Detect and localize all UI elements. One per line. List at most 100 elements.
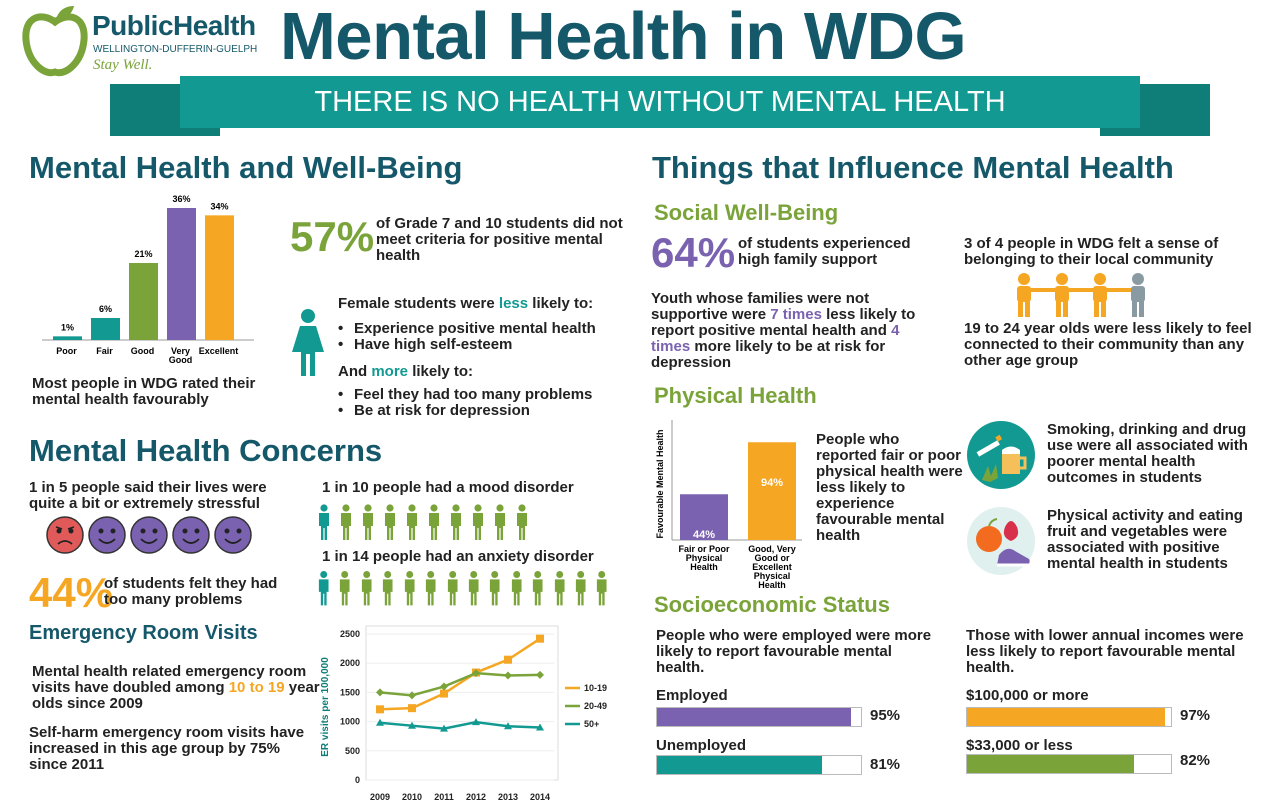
community-people-row [1010,272,1170,318]
hbar-fill [967,708,1165,726]
logo: PublicHealth WELLINGTON-DUFFERIN-GUELPH … [22,4,257,78]
category-label: Good, Very [748,544,796,554]
person-icon [597,571,608,606]
logo-region: WELLINGTON-DUFFERIN-GUELPH [93,44,258,55]
person-icon [533,571,543,606]
hbar-value-high-income: 97% [1180,707,1211,724]
data-point [440,689,448,698]
bar [129,263,158,340]
hbar-unemployed [656,755,862,775]
less-item: Experience positive mental health [338,321,596,338]
physical-text: People who reported fair or poor physica… [816,431,963,544]
less-item: Have high self-esteem [338,337,596,354]
person-icon [447,571,458,606]
and-more-intro: And more likely to: [338,364,473,380]
person-icon [468,571,479,606]
youth-a: Youth whose families were not supportive… [651,290,870,323]
youth-b: less likely to report positive mental he… [651,306,916,339]
bar [91,318,120,340]
problems-text: of students felt they had too many probl… [104,575,278,608]
x-tick-label: 2010 [402,792,422,802]
less-list: Experience positive mental health Have h… [338,321,596,354]
bar [680,494,728,540]
er-text-1-highlight: 10 to 19 [228,679,285,696]
data-label: 1% [61,322,74,332]
y-tick-label: 1500 [340,687,360,697]
anxiety-people-row [316,570,616,610]
socio-heading: Socioeconomic Status [654,592,890,617]
apple-logo-icon [22,6,88,77]
data-label: 36% [172,194,190,204]
and-b: likely to: [412,363,474,380]
page-title: Mental Health in WDG [280,0,967,74]
logo-tagline: Stay Well. [93,57,153,73]
happy-face-icon [172,516,210,554]
data-label: 94% [761,477,783,489]
and-a: And [338,363,368,380]
legend-label: 50+ [584,719,599,729]
banner-text: THERE IS NO HEALTH WITHOUT MENTAL HEALTH [314,86,1006,118]
plot-area [365,625,559,781]
wellbeing-stat-text: of Grade 7 and 10 students did not meet … [376,215,623,264]
er-text-1: Mental health related emergency room vis… [32,664,322,712]
er-heading: Emergency Room Visits [29,622,258,644]
bar [167,208,196,340]
category-label: Excellent [752,562,792,572]
and-more: more [371,363,409,380]
person-icon [363,504,373,540]
bar [205,215,234,340]
er-line-chart: 0 500 1000 1500 2000 2500 2009 2010 2011 2012 2013… [320,625,607,802]
person-icon [385,504,395,540]
banner: THERE IS NO HEALTH WITHOUT MENTAL HEALTH [110,76,1210,136]
person-icon [575,571,586,606]
person-icon [383,571,393,606]
person-icon [361,571,372,606]
hbar-value-unemployed: 81% [870,756,901,773]
hbar-label-unemployed: Unemployed [656,737,747,754]
data-label: 44% [693,529,715,541]
female-intro: Female students were less likely to: [338,296,593,312]
influence-heading: Things that Influence Mental Health [652,150,1174,185]
data-point [536,634,544,643]
category-label: Poor [56,346,77,356]
legend-label: 20-49 [584,701,607,711]
person-icon [429,504,439,540]
data-label: 6% [99,304,112,314]
data-point [408,704,416,713]
employed-text: People who were employed were more likel… [656,627,932,676]
hbar-employed [656,707,862,727]
er-text-2: Self-harm emergency room visits have inc… [29,724,305,773]
wellbeing-heading: Mental Health and Well-Being [29,150,463,185]
youth-text: Youth whose families were not supportive… [651,291,921,371]
y-tick-label: 2500 [340,629,360,639]
person-icon [511,571,522,606]
youth-hl2: 4 times [651,322,900,355]
category-label: Physical [754,571,791,581]
data-point [536,670,544,679]
category-label: Fair or Poor [678,544,730,554]
person-icon [490,571,500,606]
happy-face-icon [88,516,126,554]
x-tick-label: 2012 [466,792,486,802]
data-point [504,655,512,664]
physical-bar-chart: Favourable Mental Health 44% 94% Fair or Po… [655,420,802,590]
y-tick-label: 0 [355,775,360,785]
wellbeing-stat-value: 57% [290,213,375,260]
person-icon [426,571,436,606]
happy-face-icon [214,516,252,554]
more-item: Feel they had too many problems [338,387,592,404]
community-people-icon [1017,273,1145,317]
data-point [504,671,512,680]
family-text: of students experienced high family supp… [738,235,911,268]
y-tick-label: 2000 [340,658,360,668]
problems-value: 44% [29,569,114,616]
more-item: Be at risk for depression [338,403,592,420]
anxiety-text: 1 in 14 people had an anxiety disorder [322,548,594,565]
category-label: Good [131,346,155,356]
er-text-1b: year olds since 2009 [32,679,320,712]
bar [748,442,796,540]
person-icon [407,504,417,540]
stressed-face-icon [46,516,84,554]
smoking-text: Smoking, drinking and drug use were all … [1047,421,1248,486]
y-tick-label: 1000 [340,717,360,727]
